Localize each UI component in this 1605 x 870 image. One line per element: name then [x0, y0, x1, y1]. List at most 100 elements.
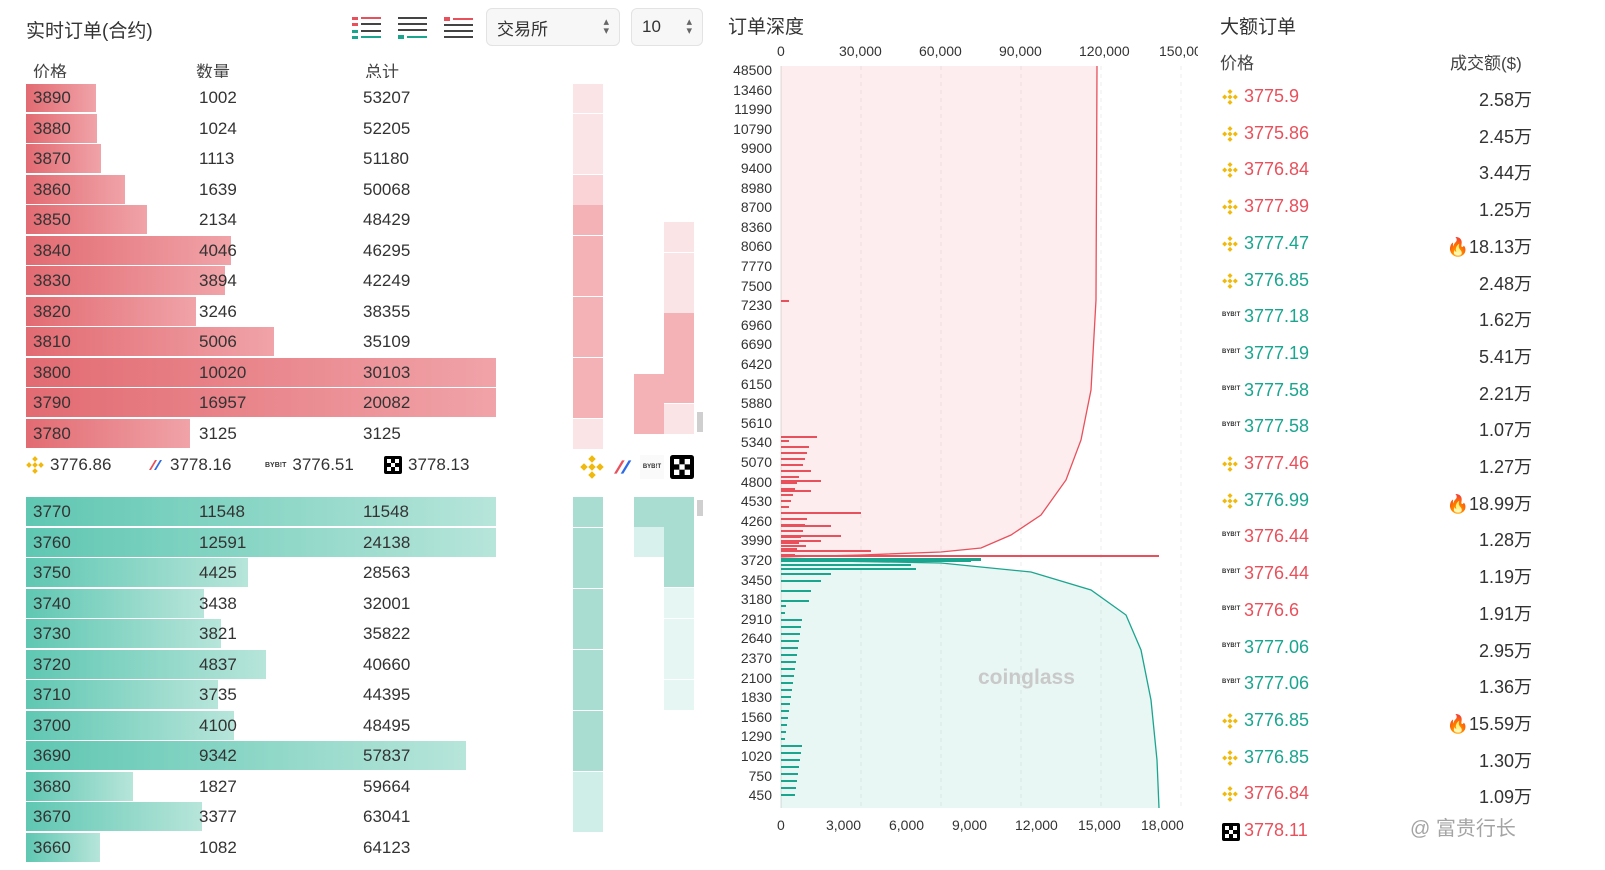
large-order-row[interactable]: BYB!T 3777.58 1.07万 — [1222, 408, 1532, 444]
large-order-row[interactable]: 3776.85 1.30万 — [1222, 739, 1532, 775]
bid-volume-mark — [781, 640, 799, 642]
ask-volume-mark — [781, 512, 809, 514]
heat-cell — [573, 174, 603, 205]
cell-price: 3840 — [33, 240, 71, 260]
heat-cell — [573, 113, 603, 144]
ask-row[interactable]: 3860 1639 50068 — [26, 174, 566, 206]
bid-volume-mark — [781, 689, 792, 691]
bid-row[interactable]: 3760 12591 24138 — [26, 527, 566, 559]
bid-row[interactable]: 3710 3735 44395 — [26, 680, 566, 711]
depth-bar — [26, 710, 234, 740]
large-order-amount: 🔥18.13万 — [1446, 236, 1532, 257]
depth-select[interactable]: 10 ▴ ▾ — [631, 8, 703, 46]
heat-cell — [573, 710, 603, 741]
ask-row[interactable]: 3780 3125 3125 — [26, 418, 566, 450]
cell-qty: 1082 — [199, 837, 237, 857]
large-order-row[interactable]: BYB!T 3776.44 1.19万 — [1222, 555, 1532, 591]
bid-row[interactable]: 3700 4100 48495 — [26, 710, 566, 742]
binance-icon[interactable] — [580, 455, 604, 479]
large-order-price: 3777.46 — [1244, 453, 1310, 473]
cell-price: 3800 — [33, 362, 71, 382]
large-order-row[interactable]: BYB!T 3777.06 2.95万 — [1222, 629, 1532, 665]
cell-price: 3760 — [33, 532, 71, 552]
binance-icon — [1222, 456, 1238, 472]
large-order-row[interactable]: BYB!T 3777.58 2.21万 — [1222, 372, 1532, 408]
large-order-row[interactable]: 3777.89 1.25万 — [1222, 188, 1532, 224]
ask-row[interactable]: 3870 1113 51180 — [26, 144, 566, 175]
bitget-icon[interactable] — [610, 455, 634, 479]
view-both-icon[interactable] — [350, 14, 384, 42]
heat-cell — [573, 296, 603, 327]
heat-cell — [664, 588, 694, 618]
large-order-row[interactable]: BYB!T 3777.18 1.62万 — [1222, 298, 1532, 334]
cell-total: 46295 — [363, 240, 411, 260]
price-axis-label: 6150 — [740, 375, 772, 392]
ask-row[interactable]: 3850 2134 48429 — [26, 205, 566, 236]
large-order-row[interactable]: 3776.84 1.09万 — [1222, 775, 1532, 811]
coinglass-watermark: coinglass — [978, 666, 1075, 689]
exchange-price-binance: 3776.86 — [26, 455, 111, 475]
heat-cell — [573, 680, 603, 710]
large-order-row[interactable]: BYB!T 3777.19 5.41万 — [1222, 335, 1532, 371]
bid-row[interactable]: 3680 1827 59664 — [26, 771, 566, 803]
binance-icon — [1222, 786, 1238, 803]
ask-row[interactable]: 3800 10020 30103 — [26, 357, 566, 389]
top-axis-label: 0 — [777, 43, 785, 59]
cell-qty: 3894 — [199, 271, 237, 290]
bybit-icon: BYB!T — [1222, 385, 1241, 392]
ask-row[interactable]: 3810 5006 35109 — [26, 327, 566, 358]
ask-row[interactable]: 3840 4046 46295 — [26, 235, 566, 267]
cell-price: 3870 — [33, 149, 71, 168]
bid-volume-mark — [781, 590, 811, 592]
bid-row[interactable]: 3690 9342 57837 — [26, 741, 566, 772]
large-order-row[interactable]: 3777.46 1.27万 — [1222, 445, 1532, 481]
depth-bar — [26, 558, 249, 587]
view-bids-icon[interactable] — [396, 14, 430, 42]
cell-price: 3810 — [33, 332, 71, 351]
large-order-row[interactable]: BYB!T 3776.6 1.91万 — [1222, 592, 1532, 628]
bid-row[interactable]: 3740 3438 32001 — [26, 588, 566, 620]
ask-row[interactable]: 3880 1024 52205 — [26, 113, 566, 145]
ask-row[interactable]: 3890 1002 53207 — [26, 83, 566, 114]
bid-row[interactable]: 3670 3377 63041 — [26, 802, 566, 833]
ask-row[interactable]: 3830 3894 42249 — [26, 266, 566, 297]
large-order-row[interactable]: 3776.84 3.44万 — [1222, 151, 1532, 187]
bid-volume-mark — [781, 717, 788, 719]
bybit-icon: BYB!T — [1222, 422, 1241, 429]
bid-row[interactable]: 3750 4425 28563 — [26, 558, 566, 589]
large-order-row[interactable]: 3776.99 🔥18.99万 — [1222, 482, 1532, 518]
price-axis-label: 9400 — [740, 160, 772, 176]
large-order-row[interactable]: 3776.85 2.48万 — [1222, 262, 1532, 298]
depth-bar — [26, 649, 267, 679]
cell-total: 3125 — [363, 423, 401, 443]
bid-row[interactable]: 3720 4837 40660 — [26, 649, 566, 681]
bid-volume-mark — [781, 605, 786, 607]
exchange-select[interactable]: 交易所 ▴ ▾ — [486, 8, 620, 46]
bottom-axis-label: 18,000 — [1141, 817, 1184, 833]
large-order-row[interactable]: BYB!T 3777.06 1.36万 — [1222, 665, 1532, 701]
depth-bar — [26, 418, 191, 448]
depth-bar — [26, 388, 496, 417]
binance-icon — [1222, 492, 1238, 509]
large-order-row[interactable]: 3775.86 2.45万 — [1222, 115, 1532, 151]
large-order-row[interactable]: 3776.85 🔥15.59万 — [1222, 702, 1532, 738]
ask-row[interactable]: 3790 16957 20082 — [26, 388, 566, 419]
bid-volume-mark — [781, 794, 795, 796]
price-axis-label: 5070 — [740, 454, 772, 470]
large-order-row[interactable]: 3778.11 — [1222, 812, 1532, 848]
ask-row[interactable]: 3820 3246 38355 — [26, 296, 566, 328]
bid-row[interactable]: 3770 11548 11548 — [26, 497, 566, 528]
exchange-price-bybit: BYB!T 3776.51 — [265, 455, 354, 474]
binance-icon — [26, 456, 44, 474]
view-asks-icon[interactable] — [442, 14, 476, 42]
large-order-row[interactable]: 3777.47 🔥18.13万 — [1222, 225, 1532, 261]
large-order-row[interactable]: BYB!T 3776.44 1.28万 — [1222, 518, 1532, 554]
bybit-icon[interactable]: BYB!T — [640, 455, 664, 479]
bid-row[interactable]: 3730 3821 35822 — [26, 619, 566, 650]
okx-icon[interactable] — [670, 455, 694, 479]
heat-cell — [573, 357, 603, 388]
large-order-row[interactable]: 3775.9 2.58万 — [1222, 78, 1532, 114]
bid-row[interactable]: 3660 1082 64123 — [26, 832, 566, 864]
cell-qty: 1639 — [199, 179, 237, 199]
cell-qty: 1113 — [199, 149, 235, 168]
